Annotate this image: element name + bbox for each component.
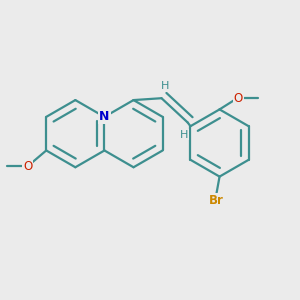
Text: Br: Br xyxy=(208,194,223,207)
Text: H: H xyxy=(180,130,188,140)
Text: O: O xyxy=(23,160,32,173)
Text: H: H xyxy=(161,81,170,91)
Text: N: N xyxy=(99,110,110,123)
Text: O: O xyxy=(234,92,243,105)
